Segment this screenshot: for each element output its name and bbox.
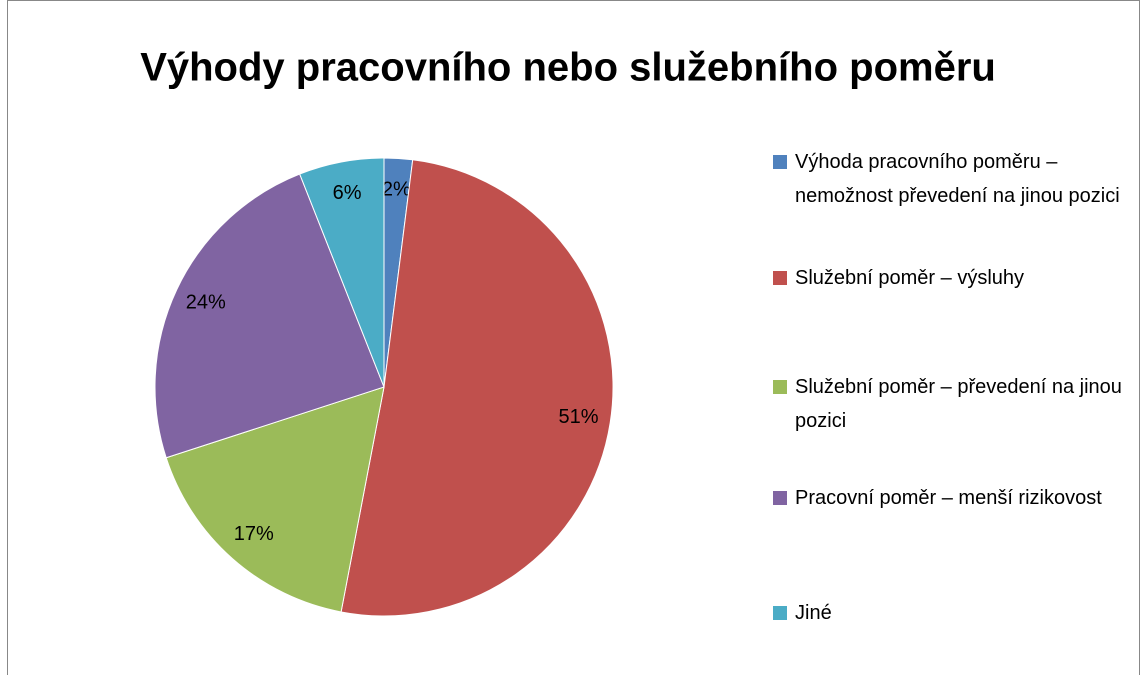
legend-label: Jiné: [795, 602, 832, 624]
legend-swatch: [773, 271, 787, 285]
legend-label: Pracovní poměr – menší rizikovost: [795, 487, 1102, 509]
legend-label: Výhoda pracovního poměru – nemožnost pře…: [795, 151, 1120, 207]
legend-swatch: [773, 155, 787, 169]
legend-item: Pracovní poměr – menší rizikovost: [773, 481, 1138, 515]
legend-item: Služební poměr – převedení na jinou pozi…: [773, 370, 1138, 438]
legend-item: Výhoda pracovního poměru – nemožnost pře…: [773, 145, 1138, 213]
data-label: 6%: [333, 182, 362, 204]
data-label: 51%: [558, 406, 598, 428]
chart-title: Výhody pracovního nebo služebního poměru: [140, 46, 996, 90]
legend-item: Jiné: [773, 596, 1138, 630]
pie-slice: [340, 159, 614, 617]
legend-swatch: [773, 491, 787, 505]
legend-item: Služební poměr – výsluhy: [773, 261, 1138, 295]
legend-swatch: [773, 380, 787, 394]
pie-slice: [299, 157, 385, 388]
pie-slice: [154, 173, 385, 459]
legend-label: Služební poměr – výsluhy: [795, 267, 1025, 289]
pie-slice: [165, 386, 385, 613]
data-label: 17%: [234, 523, 274, 545]
data-label: 24%: [186, 291, 226, 313]
legend-label: Služební poměr – převedení na jinou pozi…: [795, 376, 1122, 432]
data-label: 2%: [382, 179, 411, 201]
legend-swatch: [773, 606, 787, 620]
